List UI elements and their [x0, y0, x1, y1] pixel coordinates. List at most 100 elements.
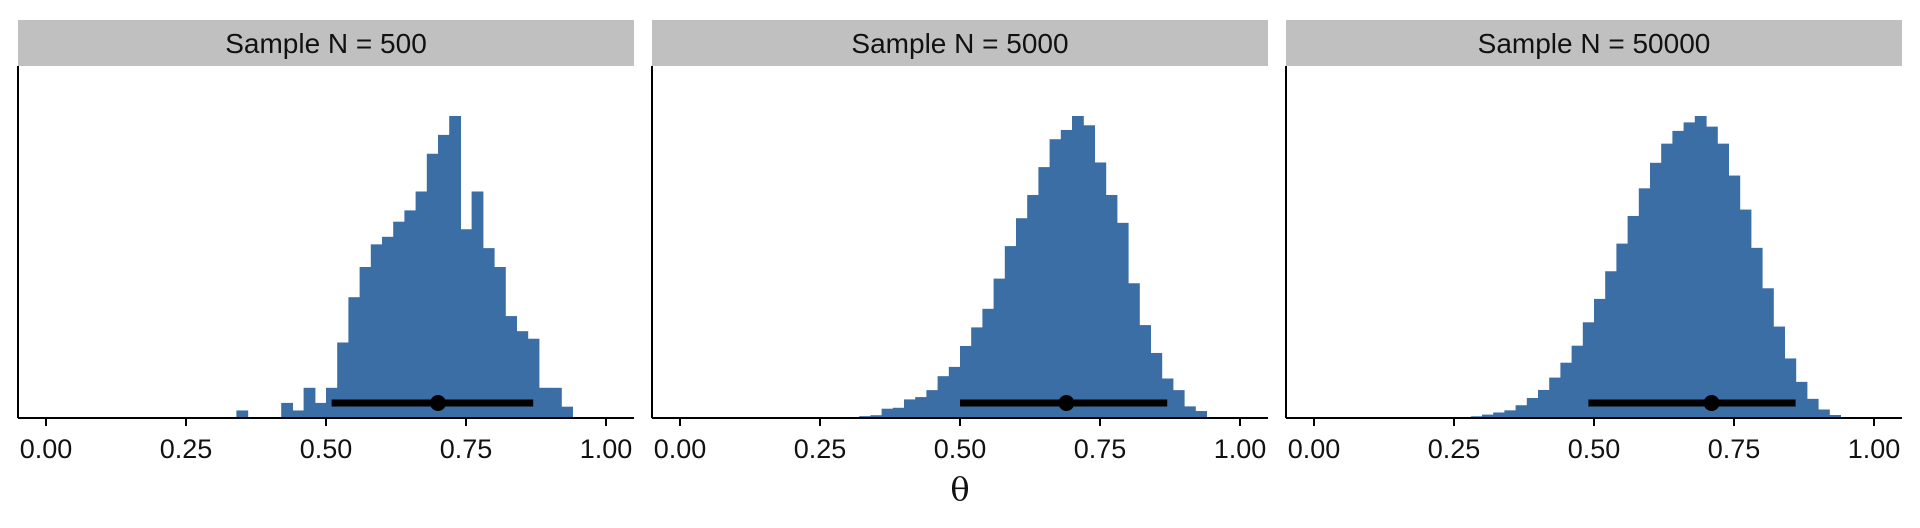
- x-tick-label: 0.75: [1074, 434, 1127, 464]
- histogram-bar: [494, 267, 506, 418]
- histogram-bar: [1184, 406, 1196, 418]
- x-tick-label: 0.00: [1288, 434, 1341, 464]
- histogram-bar: [1482, 414, 1494, 418]
- histogram-bar: [1549, 377, 1561, 418]
- histogram-bar: [915, 397, 927, 418]
- histogram-bar: [1616, 243, 1629, 418]
- histogram-bar: [1582, 322, 1595, 418]
- strip-background: [18, 20, 634, 66]
- x-tick-label: 0.25: [1428, 434, 1481, 464]
- histogram-bar: [1795, 381, 1808, 418]
- histogram-bar: [1139, 325, 1151, 418]
- histogram-bar: [482, 248, 495, 419]
- panel-1: Sample N = 500 0.00 0.25 0.50 0.75 1.00: [17, 20, 634, 464]
- histogram-bar: [393, 221, 405, 418]
- panel-2: Sample N = 5000 0.00 0.25 0.50 0.75 1.00: [651, 20, 1268, 464]
- histogram-bar: [1195, 411, 1207, 418]
- histogram-bar: [1717, 143, 1729, 418]
- histogram-bar: [1515, 405, 1528, 418]
- histogram-bar: [1526, 398, 1539, 418]
- histogram-bar: [1172, 390, 1185, 418]
- histogram-bar: [1706, 126, 1718, 418]
- histogram-bar: [1650, 162, 1662, 418]
- histogram-bar: [1493, 412, 1505, 418]
- x-axis-title: θ: [950, 470, 969, 508]
- histogram-bar: [550, 387, 562, 418]
- histogram-bar: [1638, 188, 1651, 418]
- histogram-bar: [281, 402, 293, 418]
- histogram-bar: [449, 116, 461, 418]
- histogram-bar: [359, 267, 372, 418]
- histogram-bar: [415, 191, 428, 418]
- x-tick-label: 1.00: [1214, 434, 1267, 464]
- histogram-bar: [1538, 389, 1550, 418]
- x-tick-label: 0.25: [160, 434, 213, 464]
- histogram-bar: [1049, 139, 1062, 419]
- histogram-bar: [870, 415, 883, 418]
- histogram-bar: [1060, 129, 1073, 418]
- histogram-bar: [904, 399, 916, 418]
- histogram-bar: [382, 236, 394, 418]
- histogram-bar: [993, 278, 1006, 418]
- histogram-bar: [337, 342, 349, 418]
- histogram-bar: [1829, 415, 1841, 418]
- strip-background: [1286, 20, 1902, 66]
- histogram-bar: [1128, 283, 1140, 418]
- histogram-bar: [1594, 298, 1606, 418]
- histogram-bar: [971, 327, 983, 418]
- histogram-bar: [926, 390, 939, 418]
- histogram-bar: [1083, 125, 1095, 418]
- histogram-bar: [292, 410, 305, 418]
- histogram-bar: [1504, 410, 1517, 418]
- point-estimate: [1703, 395, 1720, 411]
- histogram-bar: [1627, 215, 1640, 418]
- histogram-bar: [314, 402, 327, 418]
- point-estimate: [1058, 395, 1075, 411]
- histogram-bar: [1150, 352, 1163, 418]
- histogram-bar: [1571, 345, 1584, 418]
- histogram-bar: [892, 407, 905, 418]
- histogram-bar: [1094, 162, 1107, 418]
- histogram-bar: [370, 244, 383, 418]
- histogram-bar: [1694, 116, 1707, 418]
- histogram-bar: [881, 408, 894, 418]
- histogram-bar: [561, 406, 573, 418]
- histogram-bar: [937, 376, 950, 418]
- histogram-bar: [348, 297, 361, 418]
- panel-3: Sample N = 50000 0.00 0.25 0.50 0.75 1.00: [1285, 20, 1902, 464]
- histogram-bar: [960, 345, 972, 418]
- histogram-bar: [1750, 247, 1763, 418]
- histogram-bar: [460, 229, 473, 418]
- histogram-bar: [1016, 218, 1028, 418]
- histogram-bar: [1728, 175, 1741, 418]
- histogram-bar: [1683, 122, 1696, 418]
- histogram-bar: [516, 331, 529, 418]
- histogram-bar: [404, 210, 417, 419]
- histogram-bar: [505, 316, 517, 418]
- x-tick-label: 1.00: [1848, 434, 1901, 464]
- histogram-bar: [1739, 209, 1752, 418]
- x-tick-label: 0.25: [794, 434, 847, 464]
- histogram-bar: [1784, 358, 1797, 418]
- strip-label: Sample N = 5000: [851, 28, 1068, 59]
- histogram-bar: [426, 153, 439, 418]
- histogram-bar: [948, 366, 961, 418]
- histogram-bar: [1161, 378, 1174, 418]
- histogram-bar: [538, 387, 551, 418]
- histogram-bar: [1560, 362, 1573, 418]
- histogram-bar: [1072, 116, 1084, 418]
- histogram-bar: [236, 410, 249, 418]
- histogram-bar: [1762, 288, 1774, 418]
- histogram-bar: [438, 134, 450, 419]
- histogram-bar: [527, 338, 540, 419]
- histogram-bar: [1105, 194, 1118, 418]
- histogram-bar: [1661, 143, 1673, 418]
- x-tick-label: 0.75: [440, 434, 493, 464]
- histogram-bar: [1116, 222, 1129, 418]
- x-tick-label: 0.00: [20, 434, 73, 464]
- strip-background: [652, 20, 1268, 66]
- x-tick-label: 0.00: [654, 434, 707, 464]
- histogram-bar: [1038, 167, 1051, 418]
- histogram-bar: [1818, 409, 1830, 418]
- histogram-bar: [1027, 194, 1039, 418]
